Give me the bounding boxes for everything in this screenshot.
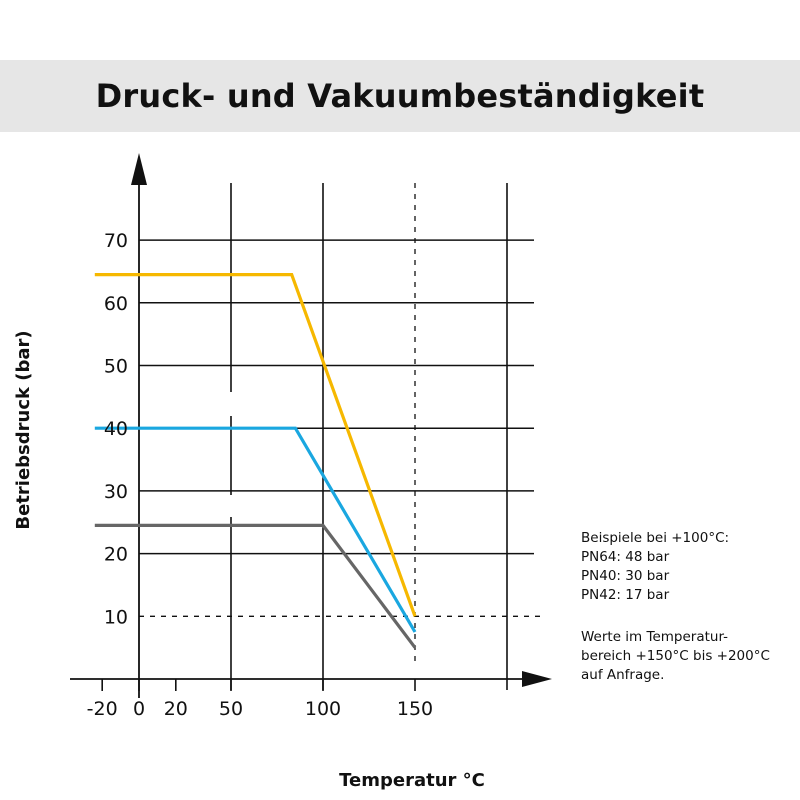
gridline-gap bbox=[228, 495, 234, 517]
range-line-2: bereich +150°C bis +200°C bbox=[581, 648, 770, 664]
y-tick-label: 50 bbox=[104, 356, 128, 378]
range-line-3: auf Anfrage. bbox=[581, 667, 665, 683]
y-axis-arrow bbox=[131, 153, 147, 185]
examples-line-4: PN42: 17 bar bbox=[581, 587, 670, 603]
series-line-2 bbox=[94, 426, 417, 633]
examples-line-3: PN40: 30 bar bbox=[581, 568, 670, 584]
y-tick-label: 40 bbox=[104, 418, 128, 440]
examples-line-2: PN64: 48 bar bbox=[581, 549, 670, 565]
y-tick-label: 30 bbox=[104, 481, 128, 503]
x-axis-arrow bbox=[522, 671, 552, 687]
x-tick-label: 150 bbox=[397, 698, 433, 720]
examples-line-1: Beispiele bei +100°C: bbox=[581, 530, 730, 546]
y-axis-title: Betriebsdruck (bar) bbox=[13, 330, 34, 529]
gridline-gap bbox=[228, 392, 234, 416]
x-axis-title: Temperatur °C bbox=[339, 770, 485, 791]
series-line-3 bbox=[94, 523, 417, 649]
y-tick-label: 60 bbox=[104, 293, 128, 315]
x-tick-label: 100 bbox=[305, 698, 341, 720]
examples-note: Beispiele bei +100°C: PN64: 48 bar PN40:… bbox=[581, 529, 729, 605]
x-tick-label: 20 bbox=[164, 698, 188, 720]
y-tick-label: 20 bbox=[104, 544, 128, 566]
range-line-1: Werte im Temperatur- bbox=[581, 629, 729, 645]
chart-title: Druck- und Vakuumbeständigkeit bbox=[95, 77, 705, 115]
series-line-1 bbox=[94, 273, 417, 617]
x-tick-label: -20 bbox=[87, 698, 118, 720]
y-tick-label: 70 bbox=[104, 230, 128, 252]
x-tick-label: 50 bbox=[219, 698, 243, 720]
x-tick-label: 0 bbox=[133, 698, 145, 720]
title-bar: Druck- und Vakuumbeständigkeit bbox=[0, 60, 800, 132]
range-note: Werte im Temperatur- bereich +150°C bis … bbox=[581, 628, 770, 685]
y-tick-label: 10 bbox=[104, 606, 128, 628]
